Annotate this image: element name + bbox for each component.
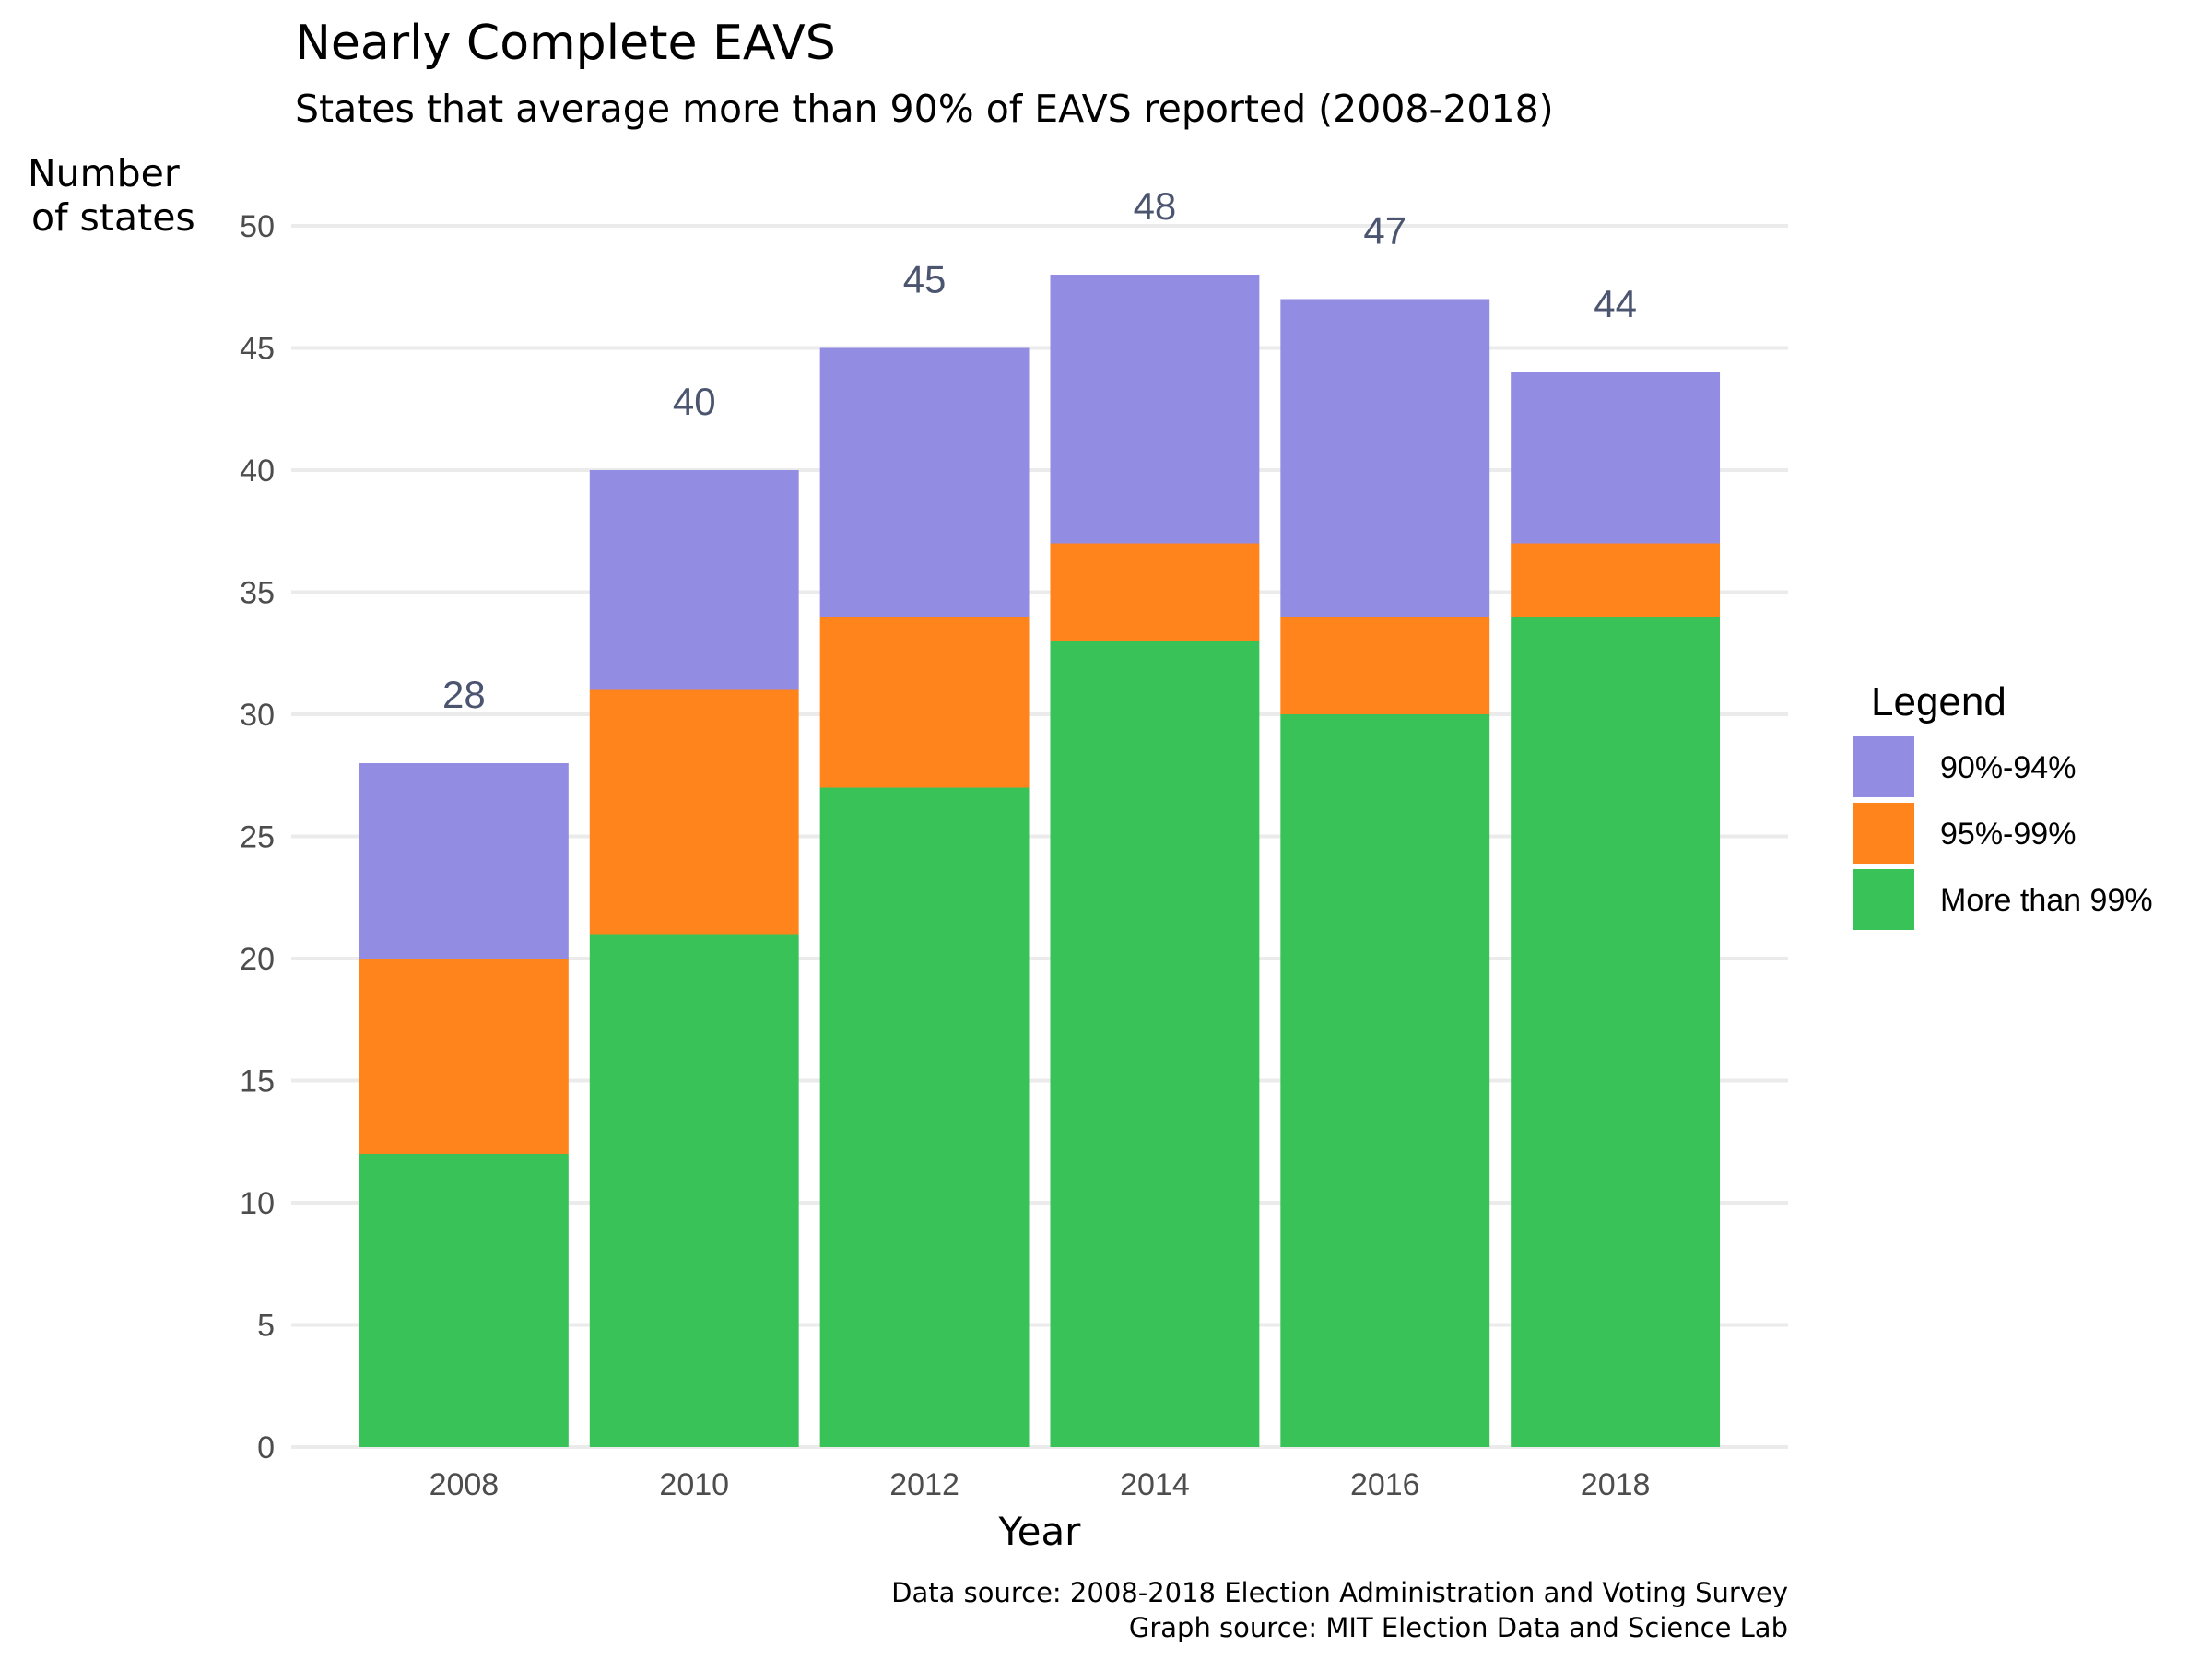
total-labels: 28 40 45 48 47 44 — [442, 184, 1637, 716]
bar-segment-2010-90-94- — [589, 470, 799, 690]
bar-segment-2010-more-than-99- — [589, 934, 799, 1447]
bar-segment-2014-95-99- — [1050, 543, 1260, 641]
y-axis-ticks: 0 5 10 15 20 25 30 35 40 45 50 — [240, 209, 275, 1465]
bar-segment-2008-90-94- — [359, 763, 569, 959]
x-tick-label: 2014 — [1120, 1467, 1190, 1502]
legend-swatch — [1853, 736, 1914, 797]
x-tick-label: 2018 — [1581, 1467, 1651, 1502]
y-tick-label: 35 — [240, 576, 275, 611]
bar-segment-2008-more-than-99- — [359, 1154, 569, 1447]
bars — [359, 275, 1721, 1447]
x-tick-label: 2012 — [889, 1467, 959, 1502]
y-axis-title-line-2: of states — [31, 195, 195, 240]
y-tick-label: 0 — [257, 1430, 275, 1465]
legend-swatch — [1853, 869, 1914, 930]
y-tick-label: 10 — [240, 1186, 275, 1221]
x-tick-label: 2010 — [659, 1467, 729, 1502]
total-label-2018: 44 — [1594, 282, 1637, 325]
x-axis-title: Year — [998, 1509, 1082, 1554]
legend-swatch — [1853, 803, 1914, 864]
bar-segment-2018-95-99- — [1511, 543, 1721, 617]
total-label-2008: 28 — [442, 673, 486, 716]
legend-label: More than 99% — [1940, 883, 2153, 918]
legend-label: 90%-94% — [1940, 750, 2076, 785]
y-tick-label: 40 — [240, 453, 275, 488]
bar-segment-2016-95-99- — [1280, 617, 1490, 714]
caption-graph-source: Graph source: MIT Election Data and Scie… — [1129, 1612, 1788, 1643]
total-label-2012: 45 — [903, 258, 947, 301]
chart-subtitle: States that average more than 90% of EAV… — [295, 87, 1554, 131]
y-tick-label: 45 — [240, 332, 275, 367]
bar-segment-2012-more-than-99- — [819, 787, 1030, 1447]
y-tick-label: 50 — [240, 209, 275, 244]
y-axis-title-line-1: Number — [28, 151, 180, 195]
x-tick-label: 2016 — [1350, 1467, 1420, 1502]
chart-title: Nearly Complete EAVS — [295, 16, 836, 71]
bar-segment-2008-95-99- — [359, 959, 569, 1154]
y-tick-label: 5 — [257, 1309, 275, 1344]
y-tick-label: 20 — [240, 942, 275, 977]
bar-segment-2012-90-94- — [819, 347, 1030, 617]
legend-title: Legend — [1871, 679, 2006, 724]
bar-segment-2018-90-94- — [1511, 372, 1721, 544]
bar-segment-2012-95-99- — [819, 617, 1030, 788]
bar-segment-2010-95-99- — [589, 689, 799, 935]
bar-segment-2018-more-than-99- — [1511, 617, 1721, 1447]
bar-segment-2016-90-94- — [1280, 299, 1490, 617]
total-label-2014: 48 — [1134, 184, 1177, 228]
x-axis-ticks: 2008 2010 2012 2014 2016 2018 — [429, 1467, 1651, 1502]
y-tick-label: 25 — [240, 820, 275, 855]
x-tick-label: 2008 — [429, 1467, 500, 1502]
bar-segment-2014-90-94- — [1050, 275, 1260, 544]
legend: Legend 90%-94% 95%-99% More than 99% — [1853, 679, 2153, 930]
y-tick-label: 30 — [240, 698, 275, 733]
bar-segment-2016-more-than-99- — [1280, 714, 1490, 1447]
y-tick-label: 15 — [240, 1065, 275, 1100]
total-label-2016: 47 — [1363, 209, 1406, 253]
caption-data-source: Data source: 2008-2018 Election Administ… — [891, 1577, 1788, 1608]
legend-label: 95%-99% — [1940, 817, 2076, 852]
total-label-2010: 40 — [673, 380, 716, 423]
bar-segment-2014-more-than-99- — [1050, 641, 1260, 1447]
